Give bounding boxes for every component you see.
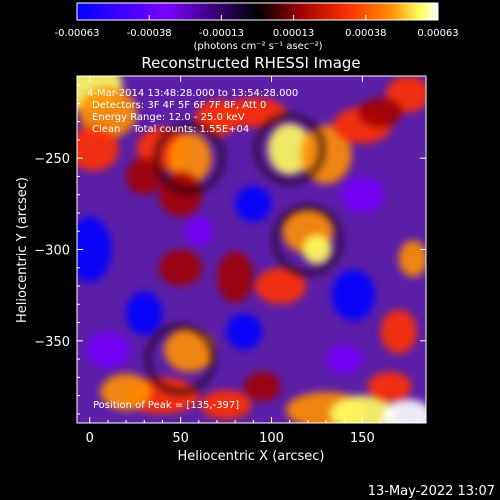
heatmap-blob [184, 216, 214, 246]
colorbar-tick-label: 0.00013 [273, 28, 314, 39]
heatmap-blob [100, 373, 152, 411]
colorbar-tick-label: 0.00063 [417, 28, 458, 39]
footer-date: 13-May-2022 13:07 [368, 484, 495, 499]
y-tick-label: −350 [34, 335, 70, 350]
annotation-energy: Energy Range: 12.0 - 25.0 keV [92, 112, 245, 123]
colorbar [76, 2, 439, 21]
heatmap-blob [226, 313, 263, 350]
x-tick-label: 0 [86, 431, 94, 446]
heatmap-dark-ring [145, 323, 216, 395]
heatmap-blob [200, 390, 252, 420]
heatmap-blob [244, 371, 281, 402]
heatmap-image [77, 76, 426, 423]
colorbar-tick-label: -0.00063 [55, 28, 100, 39]
annotation-clean: Clean Total counts: 1.55E+04 [92, 124, 249, 135]
heatmap-dark-ring [272, 204, 344, 276]
heatmap-blob [78, 86, 137, 139]
x-tick-label: 150 [350, 431, 375, 446]
chart-title: Reconstructed RHESSI Image [141, 54, 360, 72]
x-tick-label: 100 [259, 431, 284, 446]
heatmap-blob [164, 328, 216, 372]
colorbar-tick-label: -0.00038 [127, 28, 172, 39]
heatmap-blob [267, 123, 312, 175]
heatmap-blob [86, 331, 130, 369]
heatmap-blob [216, 251, 254, 303]
heatmap-blobs [77, 76, 426, 423]
y-axis-label: Heliocentric Y (arcsec) [15, 177, 30, 323]
colorbar-tick-label: 0.00038 [345, 28, 386, 39]
heatmap-blob [77, 216, 112, 283]
x-axis-label: Heliocentric X (arcsec) [178, 449, 325, 464]
heatmap-blob [126, 291, 163, 336]
heatmap-blob [358, 97, 403, 128]
colorbar-tick-label: -0.00013 [199, 28, 244, 39]
heatmap-blob [255, 267, 307, 305]
heatmap-blob [302, 234, 332, 265]
heatmap-blob [367, 371, 412, 402]
heatmap-blob [329, 395, 396, 423]
heatmap-blob [77, 127, 119, 171]
heatmap-blob [235, 185, 272, 223]
heatmap-blob [380, 309, 417, 354]
heatmap-blob [382, 399, 426, 423]
heatmap-blob [326, 344, 363, 374]
x-tick-label: 50 [172, 431, 189, 446]
colorbar-unit-label: (photons cm⁻² s⁻¹ asec⁻²) [193, 41, 322, 52]
heatmap-blob [340, 176, 385, 213]
colorbar-ticks: -0.00063 -0.00038 -0.00013 0.00013 0.00038 0.… [55, 15, 459, 39]
heatmap-blob [158, 249, 203, 287]
heatmap-dark-ring [154, 122, 225, 194]
heatmap-blob [167, 132, 212, 184]
heatmap-blob [126, 158, 163, 195]
annotation-detectors: Detectors: 3F 4F 5F 6F 7F 8F, Att 0 [92, 100, 266, 111]
heatmap-dark-ring [254, 113, 325, 185]
y-tick-label: −250 [34, 152, 70, 167]
annotation-block: 4-Mar-2014 13:48:28.000 to 13:54:28.000 … [87, 88, 298, 411]
heatmap-blob [220, 97, 287, 128]
axis-ticks: 0 50 100 150 −250 −300 −350 [34, 76, 426, 446]
peak-position-label: Position of Peak = [135,-397] [93, 400, 239, 411]
heatmap-blob [331, 269, 376, 321]
annotation-time: 4-Mar-2014 13:48:28.000 to 13:54:28.000 [87, 88, 298, 99]
heatmap-blob [398, 240, 426, 277]
y-tick-label: −300 [34, 244, 70, 259]
